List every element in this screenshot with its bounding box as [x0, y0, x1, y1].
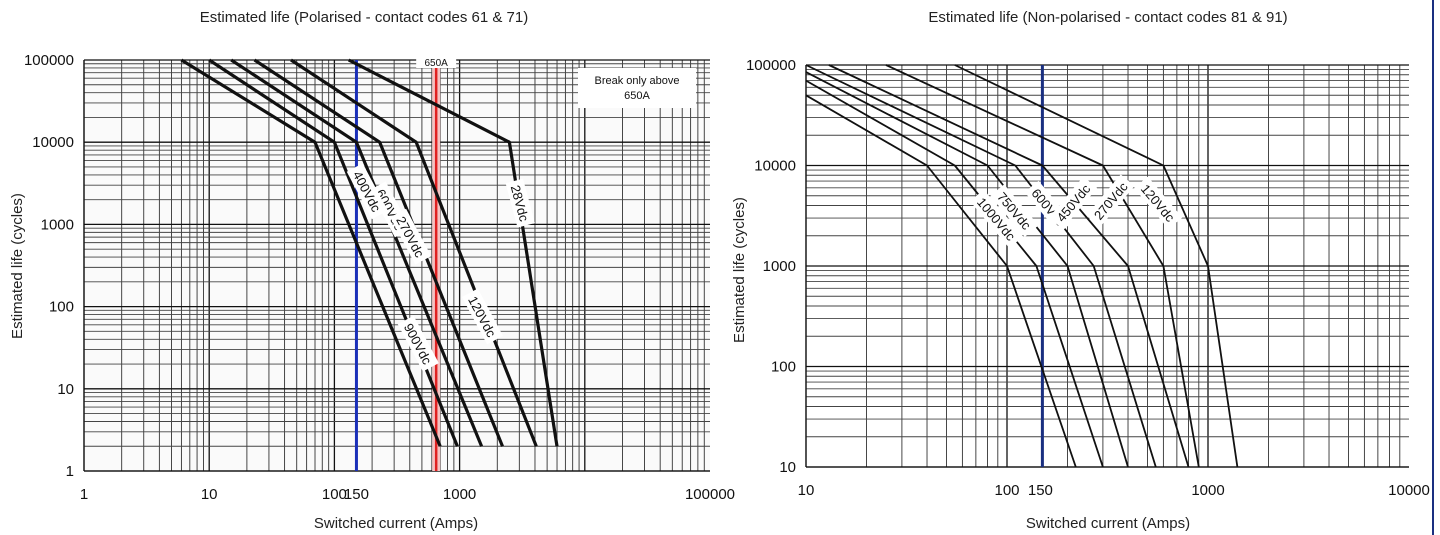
series-label-bg — [1048, 176, 1098, 230]
y-tick-label: 10 — [779, 459, 796, 476]
y-tick-label: 10 — [57, 381, 74, 398]
x-tick-label: 150 — [1028, 482, 1053, 499]
series-line — [347, 58, 559, 447]
y-tick-label: 10000 — [754, 158, 796, 175]
series-line — [805, 94, 1077, 468]
series-line — [885, 64, 1200, 468]
series-line — [290, 58, 538, 447]
series-line — [253, 58, 504, 447]
x-tick-label: 100 — [322, 486, 347, 503]
series-label-bg — [397, 315, 439, 372]
series-label-bg — [1086, 174, 1135, 227]
x-tick-label: 10 — [798, 482, 815, 499]
reference-label-650a: 650A — [424, 58, 448, 69]
x-tick-label: 100000 — [685, 486, 735, 503]
series-label-bg — [346, 163, 388, 220]
y-tick-label: 1 — [66, 463, 74, 480]
x-axis-label: Switched current (Amps) — [314, 515, 478, 532]
annotation-box — [578, 68, 696, 108]
x-tick-label: 10 — [201, 486, 218, 503]
chart-title: Estimated life (Polarised - contact code… — [200, 9, 529, 26]
y-tick-label: 100 — [49, 299, 74, 316]
series-label-bg — [990, 184, 1039, 237]
chart-panel-polarised: Estimated life (Polarised - contact code… — [9, 9, 735, 532]
series-label-bg — [1134, 176, 1183, 230]
chart-panel-non-polarised: Estimated life (Non-polarised - contact … — [731, 9, 1430, 532]
series-label-bg — [970, 189, 1024, 249]
y-axis-label: Estimated life (cycles) — [9, 193, 26, 339]
y-tick-label: 100000 — [24, 52, 74, 69]
y-tick-label: 100 — [771, 359, 796, 376]
series-label-bg — [390, 208, 432, 265]
y-axis-label: Estimated life (cycles) — [731, 197, 748, 343]
chart-title: Estimated life (Non-polarised - contact … — [928, 9, 1287, 26]
y-tick-label: 1000 — [763, 258, 796, 275]
y-tick-label: 1000 — [41, 216, 74, 233]
series-line — [230, 58, 484, 447]
annotation-text: Break only above — [595, 75, 680, 87]
x-tick-label: 10000 — [1388, 482, 1430, 499]
series-label-bg — [461, 288, 504, 345]
x-axis-label: Switched current (Amps) — [1026, 515, 1190, 532]
series-label-bg — [505, 178, 535, 228]
x-tick-label: 150 — [344, 486, 369, 503]
x-tick-label: 1000 — [1191, 482, 1224, 499]
x-tick-label: 1 — [80, 486, 88, 503]
series-line — [828, 64, 1190, 468]
annotation-text: 650A — [624, 90, 650, 102]
series-line — [180, 58, 442, 447]
y-tick-label: 10000 — [32, 134, 74, 151]
x-tick-label: 100 — [994, 482, 1019, 499]
plot-area — [84, 60, 710, 471]
y-tick-label: 100000 — [746, 57, 796, 74]
x-tick-label: 1000 — [443, 486, 476, 503]
series-line — [954, 64, 1239, 468]
reference-label-bg — [416, 56, 457, 68]
